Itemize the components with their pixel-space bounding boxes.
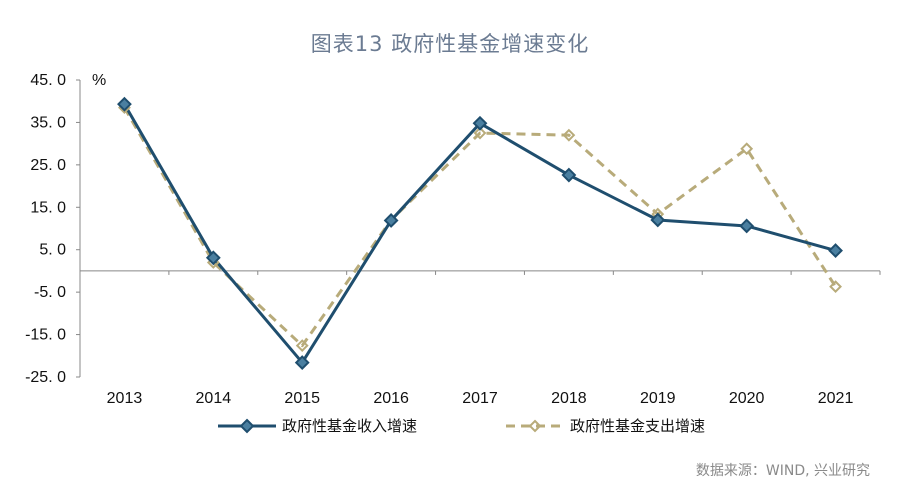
series-2-point: [562, 128, 576, 142]
y-tick-labels: 45. 0 35. 0 25. 0 15. 0 5. 0 -5. 0 -15. 0 -25. …: [25, 72, 106, 386]
series-lines: [123, 103, 837, 365]
series-2-point: [473, 126, 487, 140]
series-line-1: [123, 103, 836, 365]
x-tick-label: 2015: [284, 390, 320, 407]
y-tick-label: -25. 0: [25, 369, 66, 386]
y-tick-label: 25. 0: [30, 157, 66, 174]
series-markers: [117, 96, 843, 370]
chart-title: 图表13 政府性基金增速变化: [310, 32, 590, 56]
legend-marker-2: [528, 419, 542, 433]
x-tick-labels: 2013 2014 2015 2016 2017 2018 2019 2020 2021: [107, 390, 854, 407]
y-tick-label: 15. 0: [30, 199, 66, 216]
legend-label-1: 政府性基金收入增速: [282, 417, 417, 435]
source-note: 数据来源：WIND, 兴业研究: [695, 463, 870, 479]
series-1-point: [650, 212, 666, 228]
series-1-point: [117, 96, 132, 112]
x-tick-label: 2020: [729, 390, 765, 407]
x-tick-label: 2013: [107, 390, 143, 407]
y-tick-label: 45. 0: [30, 72, 66, 89]
y-tick-label: -15. 0: [25, 327, 66, 344]
y-tick-label: 5. 0: [39, 242, 66, 259]
y-unit-label: %: [92, 72, 106, 89]
series-2-point: [829, 280, 842, 294]
x-tick-label: 2018: [551, 390, 587, 407]
legend-marker-1: [239, 418, 255, 434]
x-tick-label: 2016: [373, 390, 409, 407]
legend-label-2: 政府性基金支出增速: [570, 417, 705, 435]
x-tick-label: 2014: [196, 390, 232, 407]
series-1-point: [739, 218, 755, 234]
y-tick-label: -5. 0: [34, 284, 66, 301]
series-2-point: [295, 339, 309, 353]
series-1-point: [472, 115, 488, 131]
x-tick-label: 2021: [818, 390, 854, 407]
y-tick-label: 35. 0: [30, 114, 66, 131]
series-1-point: [294, 355, 310, 370]
series-1-point: [383, 213, 399, 228]
series-line-2: [123, 106, 837, 348]
series-1-point: [828, 243, 843, 258]
series-1-point: [561, 167, 577, 183]
axes: [76, 79, 881, 378]
legend: 政府性基金收入增速 政府性基金支出增速: [218, 417, 705, 435]
series-2-point: [740, 142, 754, 156]
series-1-point: [205, 250, 221, 266]
x-tick-label: 2017: [462, 390, 498, 407]
x-tick-label: 2019: [640, 390, 676, 407]
